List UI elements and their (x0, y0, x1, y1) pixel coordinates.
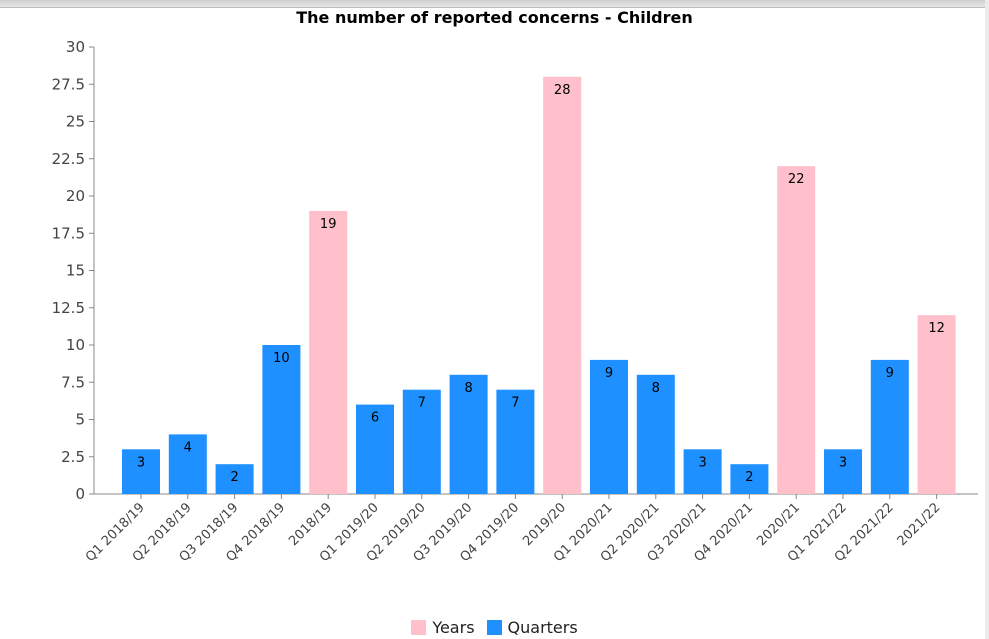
legend-label-years: Years (432, 617, 475, 637)
bar-value-label: 3 (839, 455, 847, 470)
legend-swatch-years (411, 619, 427, 635)
bar-value-label: 8 (652, 381, 660, 396)
y-tick-label: 15 (66, 262, 85, 280)
bar-value-label: 7 (511, 396, 519, 411)
bar-value-label: 28 (554, 83, 571, 98)
y-tick-label: 30 (66, 38, 85, 56)
bar-value-label: 2 (230, 470, 238, 485)
bar-quarters (590, 359, 628, 494)
bar-quarters (730, 464, 769, 494)
bar-value-label: 8 (464, 381, 472, 396)
y-tick-label: 17.5 (52, 224, 85, 242)
y-tick-label: 2.5 (61, 448, 85, 466)
y-tick-label: 27.5 (52, 75, 85, 93)
bar-quarters (496, 389, 535, 494)
y-tick-label: 0 (75, 485, 85, 503)
bar-value-label: 22 (788, 172, 805, 187)
bar-value-label: 12 (928, 321, 945, 336)
y-tick-label: 5 (75, 411, 85, 429)
bar-value-label: 3 (137, 455, 145, 470)
bar-years (309, 210, 348, 494)
x-tick-label: 2020/21 (754, 500, 803, 549)
bar-value-label: 9 (886, 366, 894, 381)
y-tick-label: 25 (66, 113, 85, 131)
window-right-strip (985, 0, 989, 639)
bar-quarters (215, 464, 254, 494)
bar-quarters (122, 449, 160, 494)
y-tick-label: 20 (66, 187, 85, 205)
y-tick-label: 7.5 (61, 373, 85, 391)
y-tick-label: 12.5 (52, 299, 85, 317)
x-tick-label: 2019/20 (520, 500, 569, 549)
bar-years (543, 76, 582, 495)
y-tick-label: 10 (66, 336, 85, 354)
bar-quarters (402, 389, 441, 494)
window-top-strip (0, 0, 989, 8)
bar-quarters (262, 345, 301, 494)
legend-item-quarters: Quarters (486, 617, 578, 637)
legend-swatch-quarters (486, 619, 502, 635)
legend-label-quarters: Quarters (507, 617, 578, 637)
bar-value-label: 9 (605, 366, 613, 381)
bar-quarters (356, 404, 394, 494)
bar-years (917, 315, 956, 494)
bar-value-label: 6 (371, 411, 379, 426)
bar-value-label: 10 (273, 351, 290, 366)
bar-quarters (168, 434, 207, 494)
bar-value-label: 19 (320, 217, 337, 232)
bar-value-label: 7 (418, 396, 426, 411)
bar-value-label: 4 (184, 440, 192, 455)
bar-years (777, 166, 816, 494)
x-tick-label: 2018/19 (286, 500, 335, 549)
bar-quarters (449, 374, 488, 494)
chart-title: The number of reported concerns - Childr… (296, 8, 693, 27)
bar-quarters (683, 449, 722, 494)
legend-item-years: Years (411, 617, 475, 637)
x-tick-label: 2021/22 (895, 500, 944, 549)
bar-quarters (870, 359, 909, 494)
chart-legend: Years Quarters (0, 616, 989, 638)
bar-value-label: 3 (698, 455, 706, 470)
y-tick-label: 22.5 (52, 150, 85, 168)
bar-quarters (824, 449, 862, 494)
bar-value-label: 2 (745, 470, 753, 485)
bar-quarters (636, 374, 675, 494)
